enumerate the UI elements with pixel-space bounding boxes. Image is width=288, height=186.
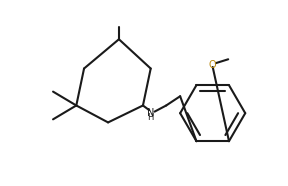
Text: H: H [147, 113, 154, 122]
Text: O: O [209, 60, 217, 70]
Text: N: N [147, 108, 154, 118]
